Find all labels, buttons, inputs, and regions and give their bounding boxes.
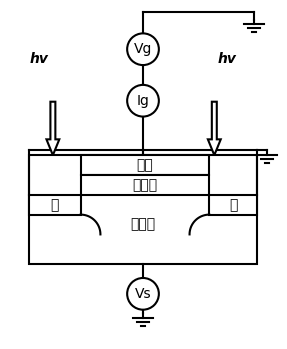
Bar — [29, 195, 81, 215]
Text: 硬衄底: 硬衄底 — [131, 217, 156, 231]
Circle shape — [127, 34, 159, 65]
Bar — [81, 175, 209, 195]
Circle shape — [127, 85, 159, 117]
Text: hv: hv — [30, 52, 49, 66]
Text: 源: 源 — [51, 198, 59, 212]
Text: Ig: Ig — [137, 94, 150, 108]
Text: Vg: Vg — [134, 42, 152, 56]
Text: 栊极: 栊极 — [137, 158, 153, 172]
Polygon shape — [46, 102, 59, 155]
Bar — [81, 155, 209, 175]
Text: 氧化层: 氧化层 — [132, 178, 158, 192]
Text: Vs: Vs — [135, 287, 151, 301]
Text: hv: hv — [218, 52, 236, 66]
Bar — [209, 195, 257, 215]
Bar — [29, 155, 257, 264]
Polygon shape — [208, 102, 221, 155]
Text: 漏: 漏 — [229, 198, 237, 212]
Circle shape — [127, 278, 159, 310]
